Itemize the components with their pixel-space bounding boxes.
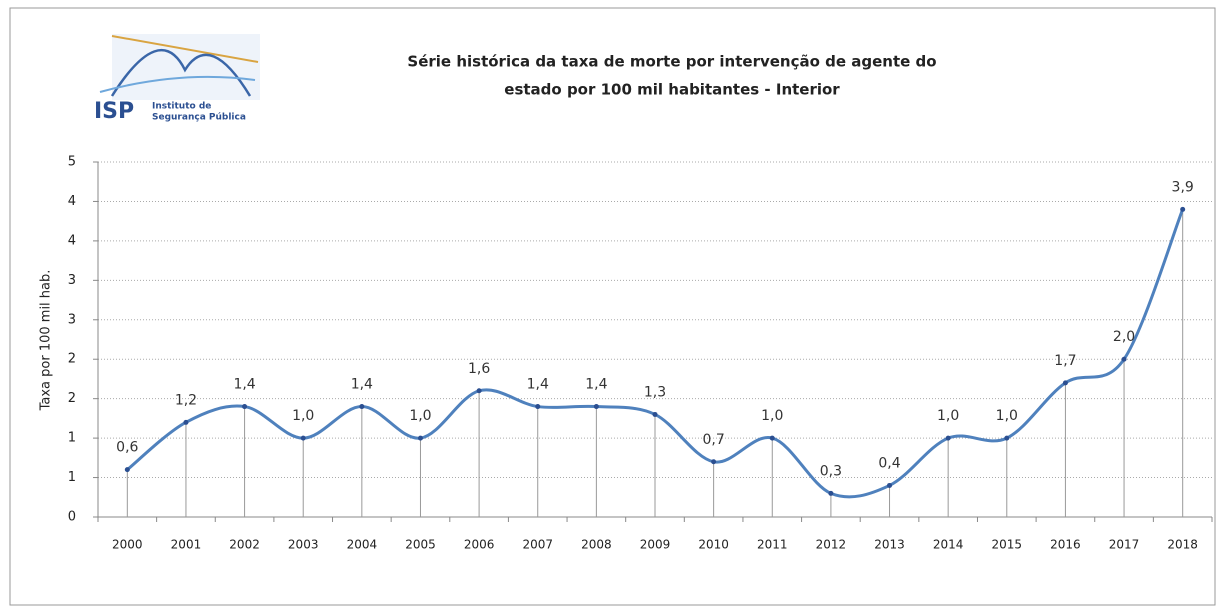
- point: [1180, 206, 1186, 212]
- point: [945, 435, 951, 441]
- point: [1062, 380, 1068, 386]
- value-label: 1,0: [292, 408, 314, 424]
- x-tick-label: 2004: [347, 538, 378, 552]
- value-label: 1,7: [1054, 353, 1076, 369]
- x-tick-label: 2006: [464, 538, 495, 552]
- value-label: 0,7: [702, 432, 724, 448]
- point: [1004, 435, 1010, 441]
- logo-line: [111, 35, 259, 63]
- value-label: 1,2: [175, 392, 197, 408]
- point: [828, 490, 834, 496]
- logo-curve: [110, 48, 252, 97]
- value-label: 3,9: [1172, 179, 1194, 195]
- logo-text: Segurança Pública: [152, 113, 246, 123]
- value-label: 1,0: [761, 408, 783, 424]
- point: [535, 404, 541, 410]
- y-tick-label: 5: [68, 155, 76, 170]
- value-label: 1,0: [996, 408, 1018, 424]
- series-line: [126, 208, 1185, 499]
- x-tick-label: 2011: [757, 538, 788, 552]
- x-tick-label: 2016: [1050, 538, 1081, 552]
- y-tick-label: 4: [68, 233, 76, 248]
- value-label: 1,3: [644, 384, 666, 400]
- point: [359, 404, 365, 410]
- point: [652, 411, 658, 417]
- value-label: 0,4: [878, 455, 900, 471]
- y-tick-label: 3: [68, 312, 76, 327]
- point: [300, 435, 306, 441]
- logo: ISP Instituto de Segurança Pública: [94, 34, 260, 124]
- point: [183, 419, 189, 425]
- y-tick-label: 4: [68, 194, 76, 209]
- x-tick-label: 2000: [112, 538, 143, 552]
- x-tick-label: 2002: [229, 538, 260, 552]
- y-tick-label: 2: [68, 352, 76, 367]
- x-tick-label: 2003: [288, 538, 319, 552]
- logo-curve2: [99, 75, 256, 93]
- x-tick-label: 2010: [698, 538, 729, 552]
- value-label: 0,3: [820, 463, 842, 479]
- frame: [9, 7, 1216, 606]
- x-tick-label: 2018: [1167, 538, 1198, 552]
- x-tick-label: 2001: [171, 538, 202, 552]
- point: [887, 482, 893, 488]
- y-tick-label: 0: [68, 510, 76, 525]
- value-label: 1,0: [937, 408, 959, 424]
- value-label: 1,6: [468, 361, 490, 377]
- x-tick-label: 2014: [933, 538, 964, 552]
- point: [711, 459, 717, 465]
- y-axis-label: Taxa por 100 mil hab.: [39, 270, 54, 412]
- y-tick-label: 1: [68, 431, 76, 446]
- y-tick-label: 2: [68, 391, 76, 406]
- point: [1121, 356, 1127, 362]
- point: [417, 435, 423, 441]
- chart-title: Série histórica da taxa de morte por int…: [407, 53, 936, 71]
- value-label: 2,0: [1113, 329, 1135, 345]
- x-tick-label: 2017: [1109, 538, 1140, 552]
- y-tick-label: 3: [68, 273, 76, 288]
- point: [242, 404, 248, 410]
- logo-text: Instituto de: [152, 102, 211, 112]
- point: [124, 467, 130, 473]
- value-label: 0,6: [116, 440, 138, 456]
- logo-acronym: ISP: [94, 99, 134, 124]
- x-tick-label: 2012: [816, 538, 847, 552]
- chart-title: estado por 100 mil habitantes - Interior: [504, 81, 840, 99]
- point: [476, 388, 482, 394]
- x-tick-label: 2015: [992, 538, 1023, 552]
- value-label: 1,4: [585, 377, 607, 393]
- value-label: 1,4: [351, 377, 373, 393]
- x-tick-label: 2008: [581, 538, 612, 552]
- y-tick-label: 1: [68, 470, 76, 485]
- x-tick-label: 2007: [522, 538, 553, 552]
- point: [593, 404, 599, 410]
- value-label: 1,4: [527, 377, 549, 393]
- x-tick-label: 2013: [874, 538, 905, 552]
- value-label: 1,0: [409, 408, 431, 424]
- x-tick-label: 2005: [405, 538, 436, 552]
- value-label: 1,4: [233, 377, 255, 393]
- point: [769, 435, 775, 441]
- x-tick-label: 2009: [640, 538, 671, 552]
